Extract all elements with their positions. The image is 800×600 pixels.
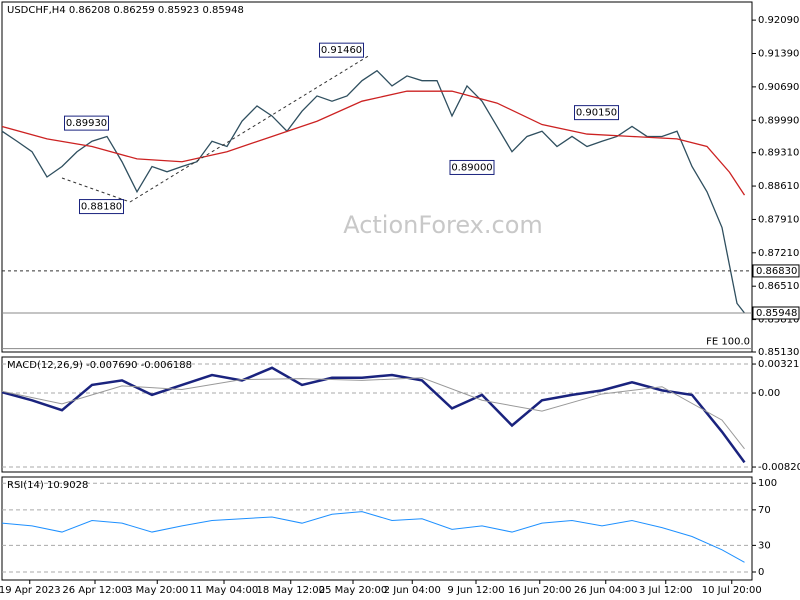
price-label-box <box>319 42 364 58</box>
x-tick-label: 2 Jun 04:00 <box>384 585 441 596</box>
panel-title: MACD(12,26,9) -0.007690 -0.006188 <box>7 360 192 371</box>
series-line <box>1 511 745 563</box>
price-label-box <box>449 159 495 175</box>
y-tick-label: 0.87910 <box>758 214 799 225</box>
y-tick-label: 0.88610 <box>758 181 799 192</box>
y-tick-label: 0.87210 <box>758 248 799 259</box>
x-tick-label: 9 Jun 12:00 <box>447 585 504 596</box>
panel-frame <box>1 356 753 473</box>
y-tick-label: 0.85810 <box>758 315 799 326</box>
level-label-box <box>752 306 800 320</box>
level-label: 0.86830 <box>756 266 797 277</box>
x-tick-label: 16 Jun 20:00 <box>508 585 572 596</box>
panel-title: RSI(14) 10.9028 <box>7 480 88 491</box>
series-line <box>1 90 746 196</box>
y-tick-label: 70 <box>758 505 771 516</box>
price-label: 0.89000 <box>451 162 492 173</box>
series-line <box>1 366 746 464</box>
y-tick-label: 0.00 <box>758 388 780 399</box>
panel-title: USDCHF,H4 0.86208 0.86259 0.85923 0.8594… <box>7 5 244 16</box>
trend-line <box>61 177 131 203</box>
x-tick-label: 11 May 04:00 <box>190 585 259 596</box>
level-label-box <box>752 264 800 278</box>
y-tick-label: 0.85130 <box>758 347 799 358</box>
price-label: 0.89930 <box>66 118 107 129</box>
x-tick-label: 18 May 12:00 <box>256 585 325 596</box>
price-label: 0.91460 <box>321 45 362 56</box>
level-label: 0.85948 <box>756 308 797 319</box>
y-tick-label: 0.92090 <box>758 15 799 26</box>
level-label: FE 100.0 <box>706 337 750 348</box>
x-tick-label: 10 Jul 20:00 <box>702 585 762 596</box>
x-tick-label: 26 Jun 04:00 <box>574 585 638 596</box>
trend-line <box>129 54 371 203</box>
y-tick-label: 0.89310 <box>758 148 799 159</box>
y-tick-label: -0.008209 <box>758 462 800 473</box>
series-line <box>1 69 746 314</box>
series-line <box>1 377 745 450</box>
price-label-box <box>64 115 109 131</box>
x-tick-label: 26 Apr 12:00 <box>62 585 127 596</box>
price-label-box <box>574 105 619 121</box>
x-tick-label: 25 May 20:00 <box>319 585 388 596</box>
panel-frame <box>1 1 753 353</box>
x-tick-label: 19 Apr 2023 <box>0 585 61 596</box>
y-tick-label: 0.89990 <box>758 115 799 126</box>
y-tick-label: 0.003219 <box>758 359 800 370</box>
x-tick-label: 3 Jul 12:00 <box>639 585 693 596</box>
y-tick-label: 0.90690 <box>758 82 799 93</box>
price-label: 0.88180 <box>81 202 122 213</box>
panel-frame <box>1 476 753 581</box>
x-tick-label: 3 May 20:00 <box>126 585 188 596</box>
y-tick-label: 0.86510 <box>758 281 799 292</box>
price-label-box <box>79 199 124 215</box>
price-label: 0.90150 <box>576 108 617 119</box>
y-tick-label: 0 <box>758 567 764 578</box>
y-tick-label: 100 <box>758 478 777 489</box>
y-tick-label: 0.91390 <box>758 48 799 59</box>
watermark: ActionForex.com <box>343 211 543 239</box>
y-tick-label: 30 <box>758 540 771 551</box>
